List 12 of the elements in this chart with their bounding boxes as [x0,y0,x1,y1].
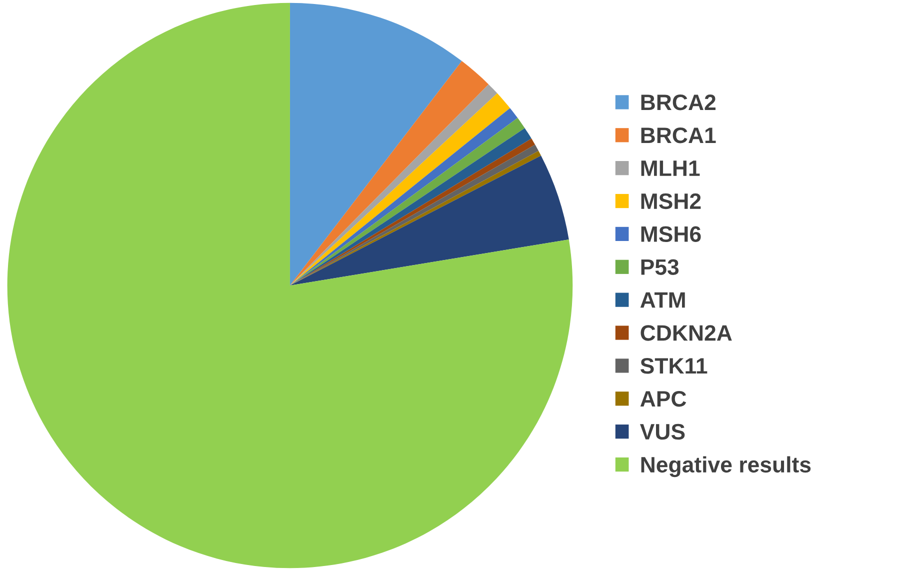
legend-label: P53 [641,259,679,275]
legend-label: APC [640,390,686,407]
legend-label: VUS [640,424,685,440]
legend-label: STK11 [640,358,708,374]
legend-label: CDKN2A [640,325,732,341]
legend-label: BRCA1 [641,127,716,144]
legend-label: BRCA2 [641,94,716,110]
legend-label: Negative results [641,456,811,478]
legend-label: MSH2 [641,193,701,210]
legend-label: ATM [640,292,685,308]
legend-label: MSH6 [641,226,701,242]
legend-label: MLH1 [641,160,700,176]
